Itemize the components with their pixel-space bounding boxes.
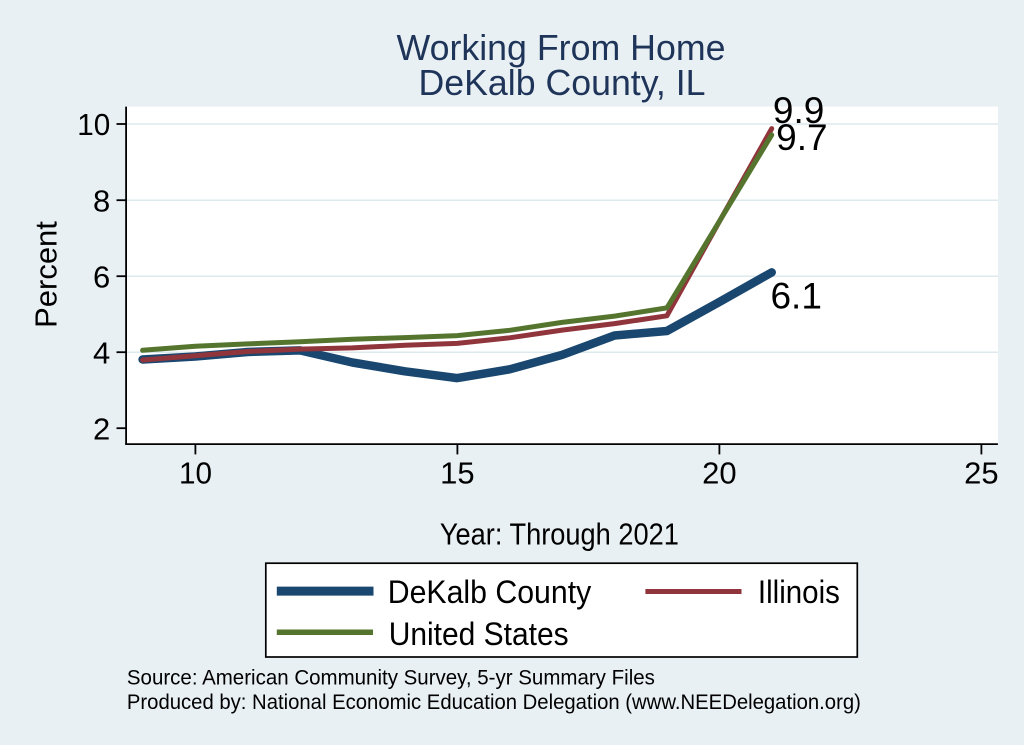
svg-text:United States: United States — [389, 616, 569, 652]
svg-text:Year: Through 2021: Year: Through 2021 — [440, 516, 679, 551]
svg-text:DeKalb County: DeKalb County — [388, 574, 592, 610]
svg-text:25: 25 — [964, 456, 998, 491]
svg-text:20: 20 — [702, 456, 736, 491]
svg-text:Percent: Percent — [29, 221, 64, 328]
svg-text:10: 10 — [77, 107, 110, 142]
svg-text:4: 4 — [93, 335, 110, 370]
svg-text:2: 2 — [93, 411, 110, 446]
svg-text:Working From Home: Working From Home — [397, 27, 726, 68]
svg-text:15: 15 — [440, 456, 474, 491]
svg-text:9.9: 9.9 — [773, 90, 824, 131]
svg-text:Illinois: Illinois — [758, 574, 840, 610]
svg-text:9.7: 9.7 — [776, 117, 827, 158]
svg-text:6.1: 6.1 — [770, 276, 821, 317]
svg-text:Source: American Community Sur: Source: American Community Survey, 5-yr … — [127, 667, 655, 690]
svg-text:DeKalb County, IL: DeKalb County, IL — [419, 62, 706, 103]
svg-text:8: 8 — [93, 183, 110, 218]
svg-text:10: 10 — [179, 456, 212, 491]
svg-text:6: 6 — [93, 259, 110, 294]
svg-text:Produced by: National Economic: Produced by: National Economic Education… — [127, 691, 861, 714]
